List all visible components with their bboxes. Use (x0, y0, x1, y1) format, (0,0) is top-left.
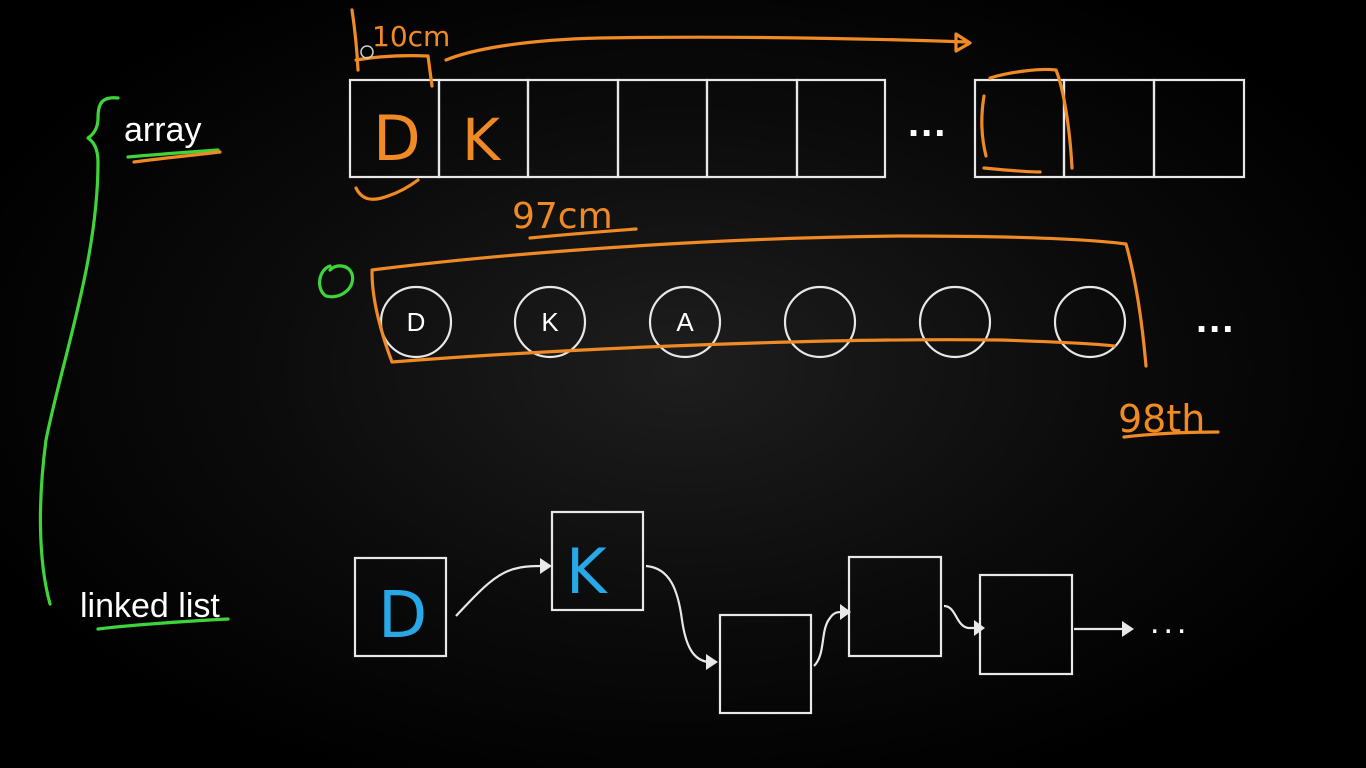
circle-node (1053, 285, 1127, 359)
top-long-arrow (444, 35, 970, 62)
pointer-arrow (455, 564, 543, 617)
ordinal-underline (1122, 430, 1220, 439)
circle-node (783, 285, 857, 359)
array-label: array (124, 111, 201, 149)
array-cell (1152, 78, 1246, 179)
pointer-arrow (645, 564, 709, 664)
array-label-orange-underline (132, 150, 222, 164)
linked-list-node (718, 613, 813, 715)
array-cell-letter-d: D (373, 102, 421, 175)
pointer-arrow (813, 610, 843, 667)
pointer-arrowhead (1122, 621, 1134, 637)
linked-list-label: linked list (80, 587, 220, 625)
array-cell (973, 78, 1066, 179)
linked-list-label-underline (96, 617, 230, 631)
array-cell (526, 78, 620, 179)
circle-node (379, 285, 453, 359)
array-cell (1062, 78, 1156, 179)
zero-marker (318, 264, 355, 299)
array-cell (795, 78, 887, 179)
middle-measure-underline (528, 227, 638, 240)
middle-measure-text: 97cm (512, 196, 613, 237)
circle-letter-k: K (541, 307, 559, 337)
circles-enclosure (370, 234, 1148, 368)
target-cell-bracket (980, 67, 1074, 174)
linked-list-node (847, 555, 943, 658)
linked-list-ellipsis: ... (1150, 603, 1190, 641)
array-cell (616, 78, 709, 179)
circle-node (648, 285, 722, 359)
linked-list-nodes (353, 510, 1074, 715)
pointer-arrowhead (540, 558, 552, 574)
linked-list-letter-k: K (566, 535, 608, 608)
pointer-arrow (943, 604, 976, 630)
pointer-arrowhead (840, 604, 851, 620)
array-cell (705, 78, 799, 179)
linked-list-node (550, 510, 645, 612)
circle-letter-d: D (407, 307, 426, 337)
pointer-arrowhead (974, 620, 985, 636)
pointer-arrowhead (706, 654, 718, 670)
circle-nodes (379, 285, 1127, 359)
circles-ellipsis: ... (1196, 297, 1235, 341)
top-long-arrow-head (954, 32, 972, 53)
array-label-green-underline (126, 148, 220, 159)
array-cells (348, 78, 1246, 179)
linked-list-pointers (455, 558, 1134, 670)
top-measure-tick (350, 8, 434, 88)
array-cell-letter-k: K (462, 106, 502, 174)
linked-list-node (353, 556, 448, 658)
linked-list-letter-d: D (378, 579, 427, 653)
top-measure-text: 10cm (372, 20, 450, 53)
circle-node (513, 285, 587, 359)
array-ellipsis: ... (908, 101, 947, 145)
green-brace (38, 96, 120, 606)
linked-list-node (978, 573, 1074, 676)
circle-node (918, 285, 992, 359)
cursor-icon (360, 45, 374, 59)
first-cell-underbrace (354, 178, 420, 201)
circle-letter-a: A (676, 307, 694, 337)
